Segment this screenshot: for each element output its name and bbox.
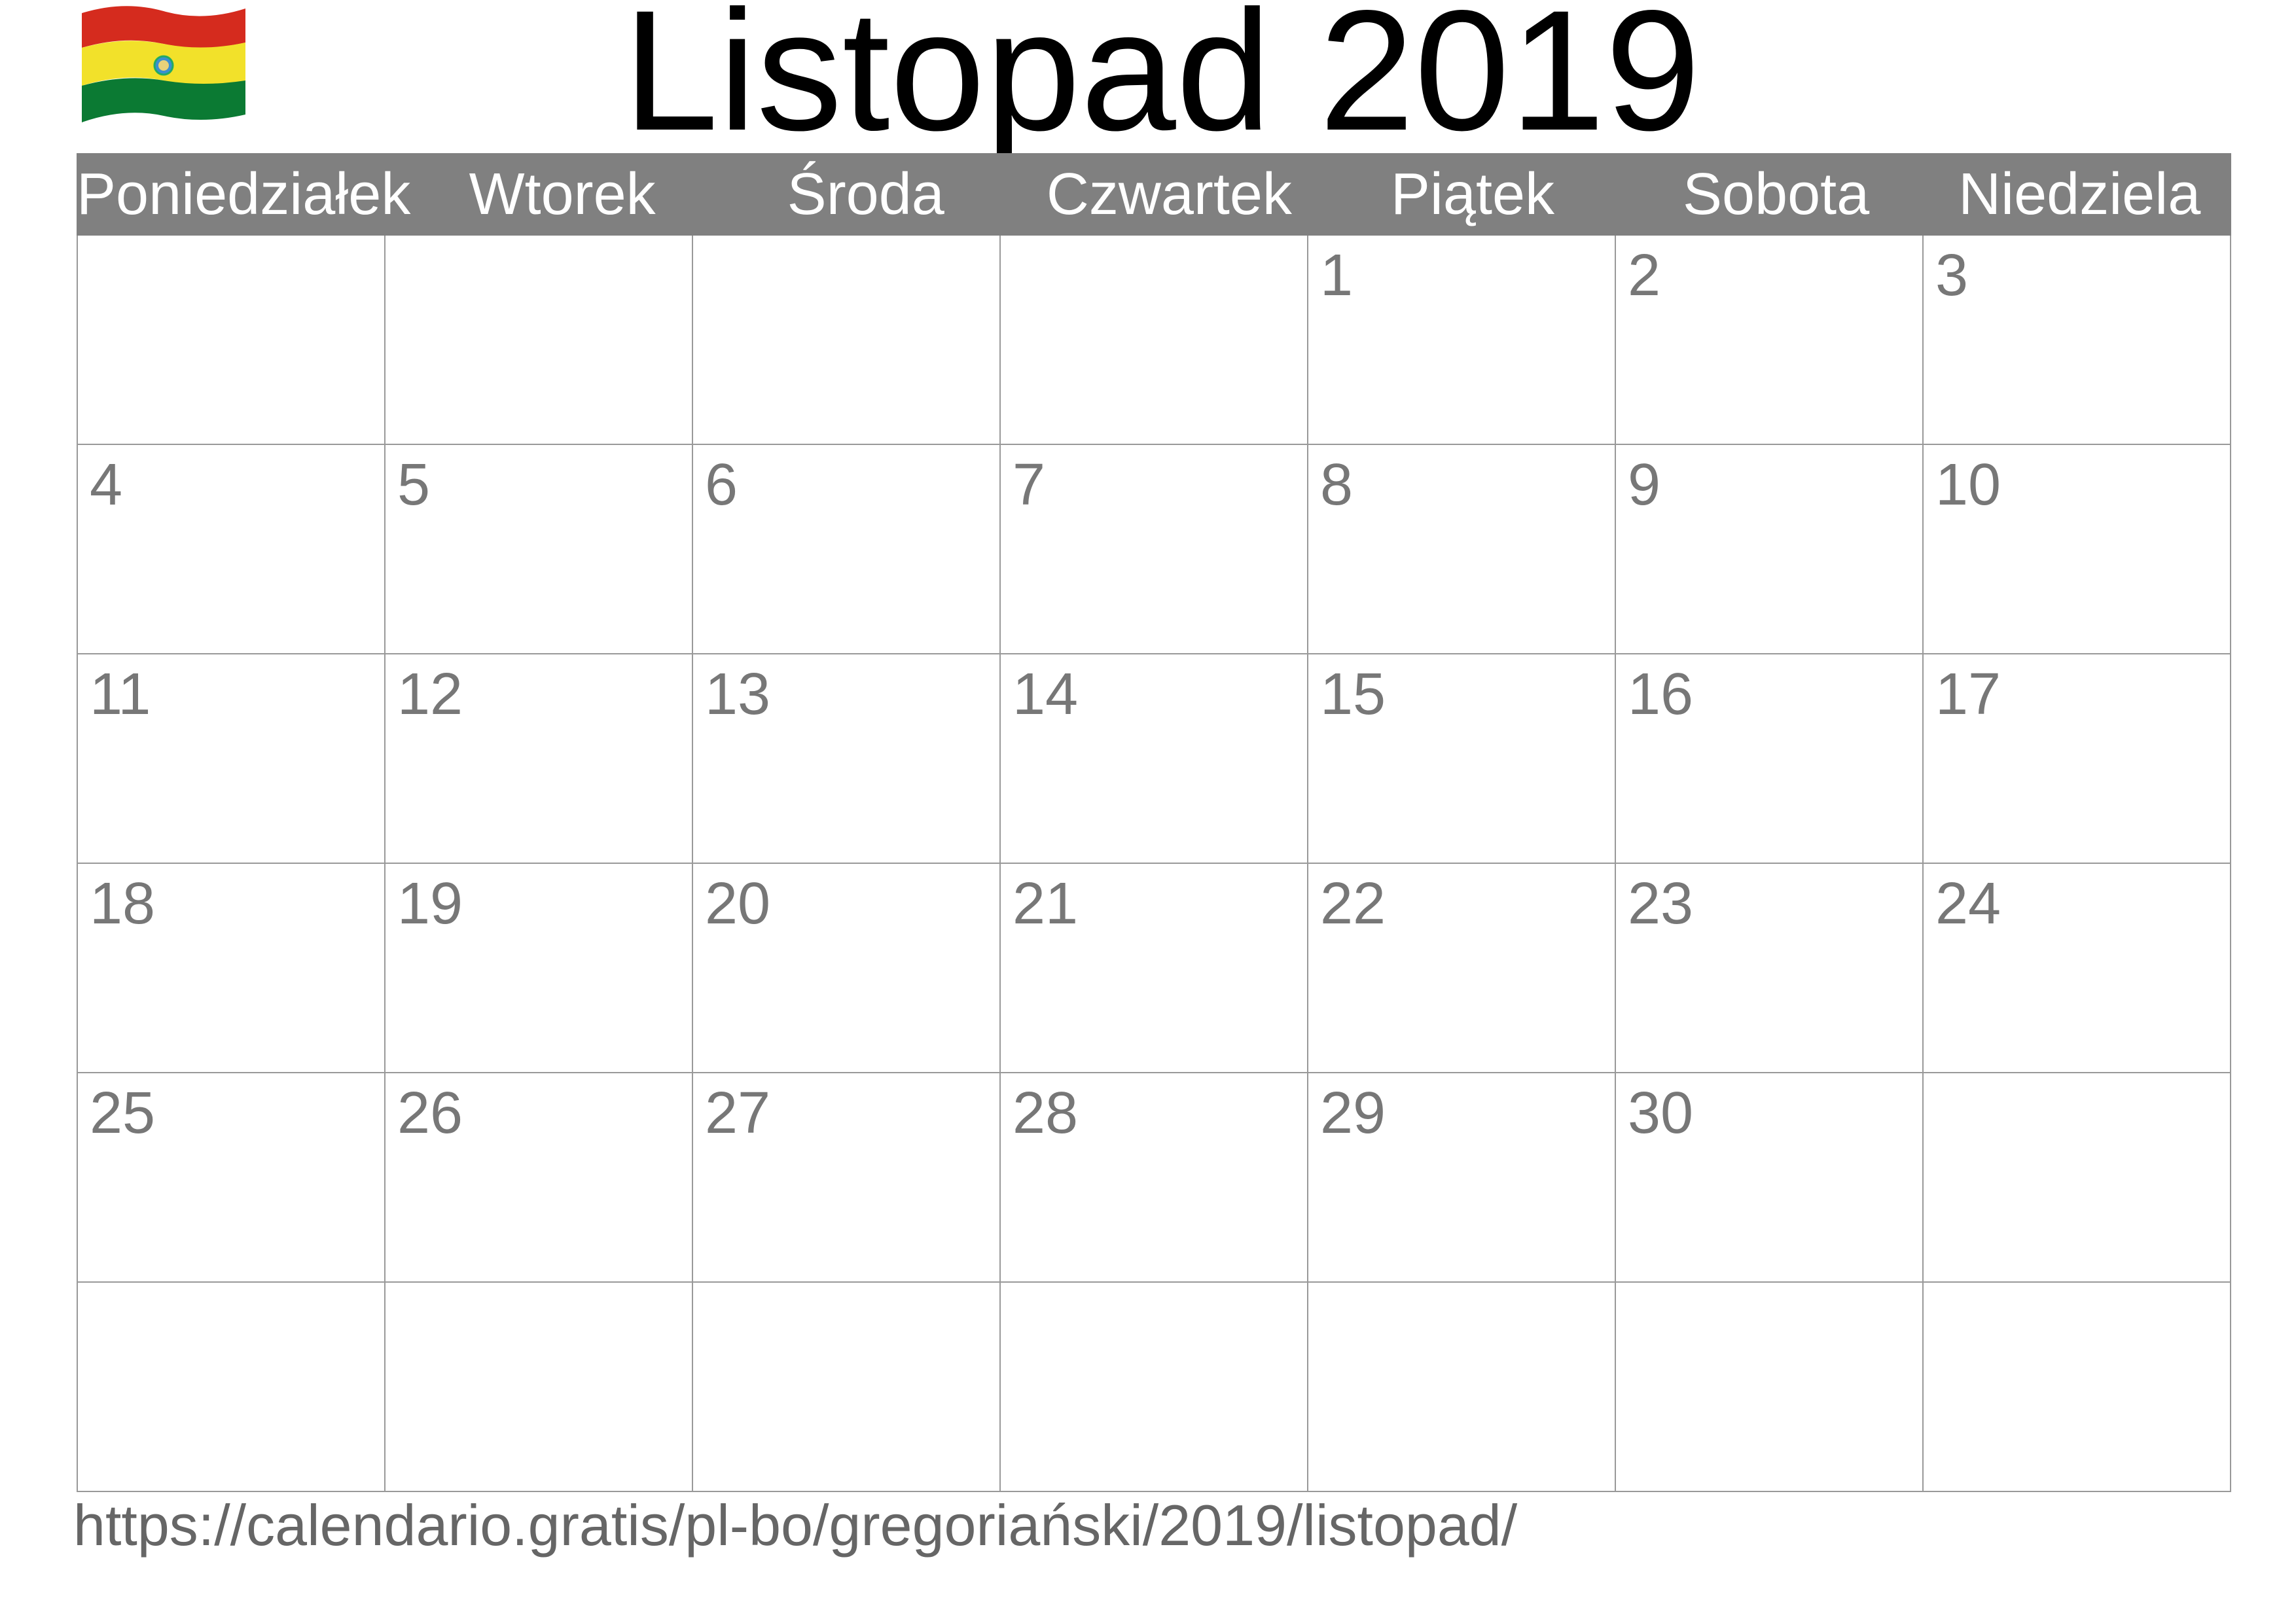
- weekday-label: Niedziela: [1958, 162, 2201, 227]
- page-title: Listopad 2019: [622, 0, 1701, 166]
- day-cell: [693, 1283, 1001, 1492]
- day-number: 9: [1628, 452, 1661, 518]
- weekday-header: Poniedziałek Wtorek Środa Czwartek Piątek Sob…: [77, 153, 2231, 236]
- day-cell: [78, 1283, 386, 1492]
- day-cell: 20: [693, 864, 1001, 1073]
- day-number: 13: [705, 662, 771, 727]
- day-cell: 10: [1924, 445, 2231, 654]
- day-cell: [1001, 236, 1308, 445]
- weekday-label: Sobota: [1682, 162, 1870, 227]
- day-cell: [1924, 1283, 2231, 1492]
- source-url: https://calendario.gratis/pl-bo/gregoria…: [73, 1493, 1518, 1558]
- day-cell: 30: [1616, 1073, 1924, 1283]
- day-number: 2: [1628, 243, 1661, 308]
- day-cell: 6: [693, 445, 1001, 654]
- day-number: 6: [705, 452, 738, 518]
- day-cell: 26: [386, 1073, 693, 1283]
- bolivia-flag-icon: [82, 6, 245, 122]
- day-number: 29: [1320, 1080, 1386, 1146]
- day-cell: 16: [1616, 654, 1924, 864]
- day-number: 16: [1628, 662, 1694, 727]
- day-cell: [693, 236, 1001, 445]
- day-cell: [1616, 1283, 1924, 1492]
- day-number: 30: [1628, 1080, 1694, 1146]
- day-cell: 9: [1616, 445, 1924, 654]
- day-number: 27: [705, 1080, 771, 1146]
- day-number: 17: [1935, 662, 2001, 727]
- day-cell: 21: [1001, 864, 1308, 1073]
- weekday-label: Wtorek: [469, 162, 656, 227]
- day-cell: 23: [1616, 864, 1924, 1073]
- day-cell: 5: [386, 445, 693, 654]
- weekday-label: Poniedziałek: [77, 162, 411, 227]
- day-number: 3: [1935, 243, 1969, 308]
- day-cell: 13: [693, 654, 1001, 864]
- day-cell: 4: [78, 445, 386, 654]
- day-cell: 11: [78, 654, 386, 864]
- day-number: 24: [1935, 871, 2001, 936]
- day-cell: 7: [1001, 445, 1308, 654]
- day-cell: 12: [386, 654, 693, 864]
- day-number: 26: [397, 1080, 463, 1146]
- day-number: 15: [1320, 662, 1386, 727]
- day-number: 18: [90, 871, 156, 936]
- day-cell: 2: [1616, 236, 1924, 445]
- weekday-label: Środa: [787, 162, 944, 227]
- day-cell: 3: [1924, 236, 2231, 445]
- day-cell: [1924, 1073, 2231, 1283]
- day-number: 28: [1013, 1080, 1079, 1146]
- day-number: 4: [90, 452, 123, 518]
- day-cell: [1308, 1283, 1616, 1492]
- day-number: 7: [1013, 452, 1046, 518]
- day-cell: 25: [78, 1073, 386, 1283]
- day-cell: 17: [1924, 654, 2231, 864]
- day-number: 1: [1320, 243, 1354, 308]
- day-cell: 19: [386, 864, 693, 1073]
- day-number: 22: [1320, 871, 1386, 936]
- day-number: 11: [90, 662, 151, 727]
- day-cell: 27: [693, 1073, 1001, 1283]
- day-number: 23: [1628, 871, 1694, 936]
- weekday-label: Piątek: [1390, 162, 1555, 227]
- day-cell: 18: [78, 864, 386, 1073]
- day-cell: 14: [1001, 654, 1308, 864]
- day-cell: 28: [1001, 1073, 1308, 1283]
- day-number: 19: [397, 871, 463, 936]
- weekday-label: Czwartek: [1046, 162, 1292, 227]
- day-number: 21: [1013, 871, 1079, 936]
- day-number: 8: [1320, 452, 1354, 518]
- day-number: 12: [397, 662, 463, 727]
- day-number: 10: [1935, 452, 2001, 518]
- day-cell: 22: [1308, 864, 1616, 1073]
- day-number: 25: [90, 1080, 156, 1146]
- day-cell: [1001, 1283, 1308, 1492]
- day-cell: 24: [1924, 864, 2231, 1073]
- day-number: 20: [705, 871, 771, 936]
- calendar: Poniedziałek Wtorek Środa Czwartek Piątek Sob…: [77, 153, 2231, 1492]
- calendar-grid: 1 2 3 4 5 6 7 8 9 10 11 12 13 14 15 16 17 18 19 20 21 22 23 24 2…: [77, 236, 2231, 1492]
- day-number: 5: [397, 452, 431, 518]
- day-cell: 1: [1308, 236, 1616, 445]
- day-cell: [78, 236, 386, 445]
- day-cell: [386, 1283, 693, 1492]
- day-cell: 8: [1308, 445, 1616, 654]
- day-cell: 15: [1308, 654, 1616, 864]
- day-cell: [386, 236, 693, 445]
- day-number: 14: [1013, 662, 1079, 727]
- day-cell: 29: [1308, 1073, 1616, 1283]
